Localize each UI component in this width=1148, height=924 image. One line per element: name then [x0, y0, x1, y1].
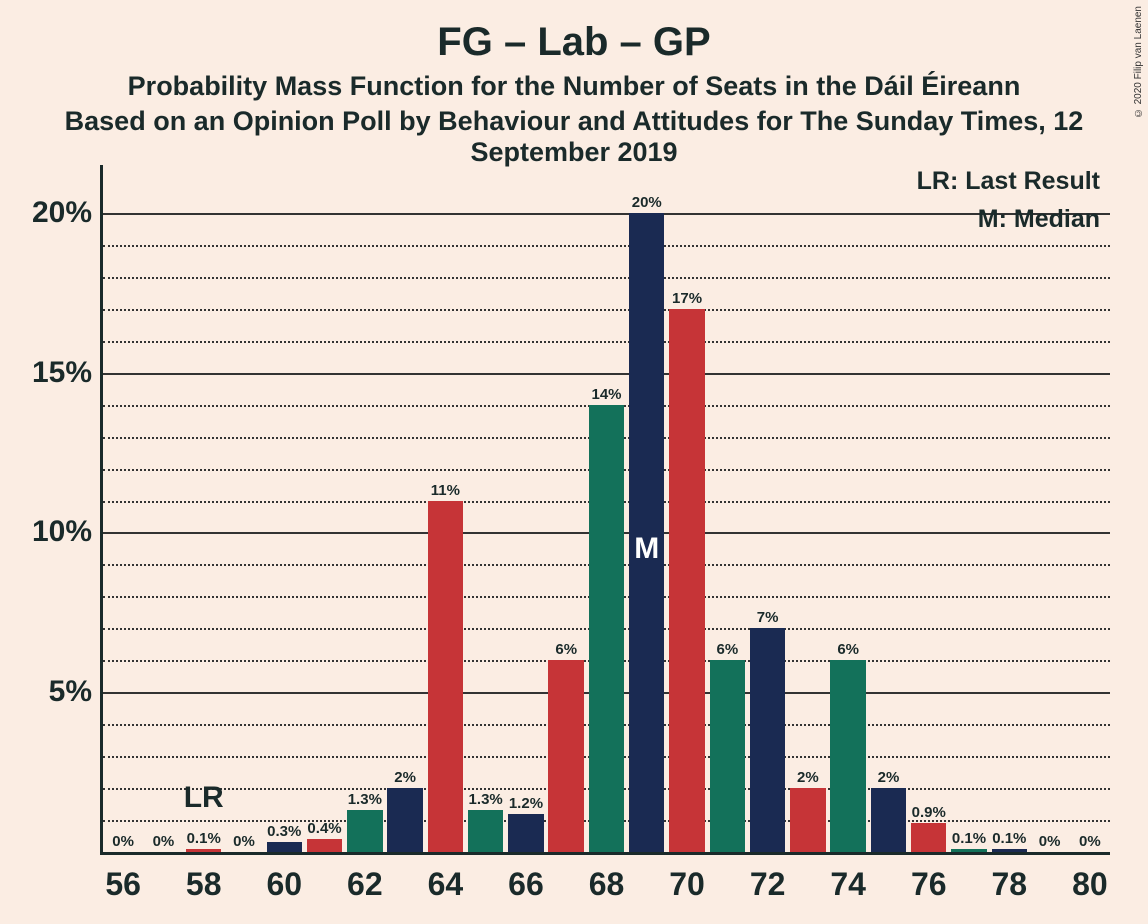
chart-title: FG – Lab – GP	[0, 20, 1148, 65]
bar	[830, 660, 865, 852]
bar	[508, 814, 543, 852]
bar-value-label: 1.3%	[348, 791, 382, 808]
bar-value-label: 0.1%	[187, 830, 221, 847]
bar-value-label: 1.3%	[469, 791, 503, 808]
x-axis-line	[100, 852, 1110, 855]
bar-value-label: 0%	[1039, 833, 1061, 850]
bar-value-label: 6%	[716, 641, 738, 658]
lr-marker: LR	[184, 781, 224, 815]
bar	[669, 309, 704, 852]
bar	[428, 501, 463, 852]
x-tick-label: 64	[428, 866, 464, 903]
bar	[911, 823, 946, 852]
x-tick-label: 66	[508, 866, 544, 903]
y-tick-label: 5%	[49, 675, 92, 709]
grid-minor	[103, 245, 1110, 247]
bar-value-label: 0%	[153, 833, 175, 850]
grid-major	[103, 213, 1110, 215]
bar-value-label: 20%	[632, 194, 662, 211]
bar	[871, 788, 906, 852]
copyright-text: © 2020 Filip van Laenen	[1133, 6, 1144, 118]
legend-median: M: Median	[978, 205, 1100, 234]
x-tick-label: 76	[911, 866, 947, 903]
bar-value-label: 0.4%	[307, 820, 341, 837]
bar-value-label: 6%	[837, 641, 859, 658]
x-tick-label: 72	[750, 866, 786, 903]
bar	[951, 849, 986, 852]
bar-value-label: 6%	[555, 641, 577, 658]
bar-value-label: 0.1%	[952, 830, 986, 847]
x-tick-label: 62	[347, 866, 383, 903]
bar-value-label: 0.3%	[267, 823, 301, 840]
x-tick-label: 78	[992, 866, 1028, 903]
chart-subtitle-1: Probability Mass Function for the Number…	[0, 71, 1148, 102]
bar-value-label: 11%	[431, 482, 460, 499]
bar-value-label: 0.9%	[912, 804, 946, 821]
bar	[186, 849, 221, 852]
x-tick-label: 58	[186, 866, 222, 903]
grid-minor	[103, 309, 1110, 311]
bar	[750, 628, 785, 852]
bar	[992, 849, 1027, 852]
bar	[589, 405, 624, 852]
grid-minor	[103, 277, 1110, 279]
bar-value-label: 17%	[672, 290, 702, 307]
bar-value-label: 2%	[797, 769, 819, 786]
m-marker: M	[634, 532, 659, 566]
y-tick-label: 15%	[32, 356, 92, 390]
bar	[468, 810, 503, 852]
bar-value-label: 0%	[1079, 833, 1101, 850]
bar-value-label: 2%	[394, 769, 416, 786]
bar	[548, 660, 583, 852]
legend-last-result: LR: Last Result	[917, 167, 1100, 196]
bar	[710, 660, 745, 852]
x-tick-label: 74	[830, 866, 866, 903]
bar-value-label: 14%	[591, 386, 621, 403]
chart-area: 0% 0% 0.1% 0% 0.3% 0.4% 1.3% 2% 11% 1.3% 1.2% 6% 14%…	[100, 165, 1110, 855]
grid-major	[103, 373, 1110, 375]
bar	[387, 788, 422, 852]
grid-minor	[103, 341, 1110, 343]
bar-value-label: 1.2%	[509, 795, 543, 812]
bar	[347, 810, 382, 852]
bar-value-label: 0%	[112, 833, 134, 850]
bar	[267, 842, 302, 852]
bar-value-label: 7%	[757, 609, 779, 626]
x-tick-label: 70	[669, 866, 705, 903]
title-block: FG – Lab – GP Probability Mass Function …	[0, 0, 1148, 168]
bar	[790, 788, 825, 852]
x-tick-label: 56	[105, 866, 141, 903]
bar-value-label: 0%	[233, 833, 255, 850]
x-tick-label: 80	[1072, 866, 1108, 903]
bar-value-label: 0.1%	[992, 830, 1026, 847]
y-tick-label: 20%	[32, 196, 92, 230]
bar-value-label: 2%	[878, 769, 900, 786]
bar	[307, 839, 342, 852]
x-tick-label: 68	[589, 866, 625, 903]
chart-subtitle-2: Based on an Opinion Poll by Behaviour an…	[0, 106, 1148, 168]
y-tick-label: 10%	[32, 515, 92, 549]
y-axis-line	[100, 165, 103, 855]
x-tick-label: 60	[266, 866, 302, 903]
